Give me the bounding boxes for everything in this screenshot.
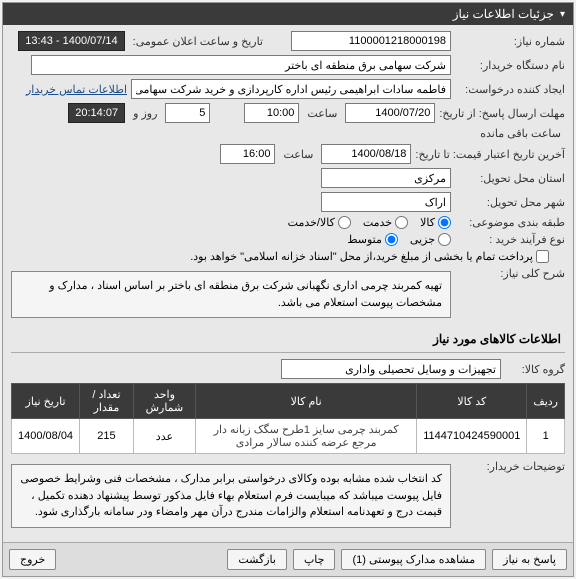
attachments-button[interactable]: مشاهده مدارک پیوستی (1) <box>341 549 486 570</box>
cat-goods-radio[interactable]: کالا <box>420 216 451 229</box>
hour-label-2: ساعت <box>279 148 317 161</box>
announce-value: 1400/07/14 - 13:43 <box>18 31 124 51</box>
cat-service-input[interactable] <box>395 216 408 229</box>
purchase-type-radio-group: جزیی متوسط <box>347 233 451 246</box>
city-label: شهر محل تحویل: <box>455 196 565 209</box>
validity-hour-input[interactable] <box>220 144 275 164</box>
th-code: کد کالا <box>417 384 527 419</box>
table-header-row: ردیف کد کالا نام کالا واحد شمارش تعداد /… <box>12 384 565 419</box>
requester-input[interactable] <box>131 79 451 99</box>
city-input[interactable] <box>321 192 451 212</box>
items-table: ردیف کد کالا نام کالا واحد شمارش تعداد /… <box>11 383 565 454</box>
cat-goods-service-radio[interactable]: کالا/خدمت <box>288 216 351 229</box>
pt-small-radio[interactable]: جزیی <box>410 233 451 246</box>
overview-label: شرح کلی نیاز: <box>455 267 565 280</box>
category-label: طبقه بندی موضوعی: <box>455 216 565 229</box>
goods-group-label: گروه کالا: <box>505 363 565 376</box>
day-and-label: روز و <box>129 107 161 120</box>
th-qty: تعداد / مقدار <box>80 384 134 419</box>
cat-goods-service-input[interactable] <box>338 216 351 229</box>
buyer-notes-label: توضیحات خریدار: <box>455 460 565 473</box>
need-no-input[interactable] <box>291 31 451 51</box>
cell-code: 1144710424590001 <box>417 419 527 454</box>
exit-button[interactable]: خروج <box>9 549 56 570</box>
province-label: استان محل تحویل: <box>455 172 565 185</box>
need-details-panel: ▾ جزئیات اطلاعات نیاز شماره نیاز: تاریخ … <box>2 2 574 577</box>
button-bar: پاسخ به نیاز مشاهده مدارک پیوستی (1) چاپ… <box>3 542 573 576</box>
validity-label: آخرین تاریخ اعتبار قیمت: تا تاریخ: <box>415 148 565 161</box>
announce-label: تاریخ و ساعت اعلان عمومی: <box>129 35 267 48</box>
th-row: ردیف <box>527 384 565 419</box>
goods-group-input[interactable] <box>281 359 501 379</box>
table-row[interactable]: 1 1144710424590001 کمربند چرمی سایز 1طرح… <box>12 419 565 454</box>
pt-medium-label: متوسط <box>347 233 382 246</box>
cell-date: 1400/08/04 <box>12 419 80 454</box>
th-unit: واحد شمارش <box>133 384 195 419</box>
deadline-label: مهلت ارسال پاسخ: از تاریخ: <box>439 107 565 120</box>
deadline-date-input[interactable] <box>345 103 435 123</box>
print-button[interactable]: چاپ <box>293 549 336 570</box>
panel-header[interactable]: ▾ جزئیات اطلاعات نیاز <box>3 3 573 25</box>
need-no-label: شماره نیاز: <box>455 35 565 48</box>
pt-note-check[interactable]: پرداخت تمام یا بخشی از مبلغ خرید،از محل … <box>190 250 549 263</box>
pt-note-checkbox[interactable] <box>536 250 549 263</box>
buyer-notes-text: کد انتخاب شده مشابه بوده وکالای درخواستی… <box>20 473 442 518</box>
pt-medium-input[interactable] <box>385 233 398 246</box>
cat-goods-input[interactable] <box>438 216 451 229</box>
cell-unit: عدد <box>133 419 195 454</box>
buyer-contact-link[interactable]: اطلاعات تماس خریدار <box>26 83 127 96</box>
cat-service-radio[interactable]: خدمت <box>363 216 408 229</box>
buyer-notes-box: کد انتخاب شده مشابه بوده وکالای درخواستی… <box>11 464 451 528</box>
th-date: تاریخ نیاز <box>12 384 80 419</box>
chevron-down-icon: ▾ <box>560 9 565 20</box>
days-input[interactable] <box>165 103 210 123</box>
pt-medium-radio[interactable]: متوسط <box>347 233 398 246</box>
requester-label: ایجاد کننده درخواست: <box>455 83 565 96</box>
purchase-type-label: نوع فرآیند خرید : <box>455 233 565 246</box>
back-button[interactable]: بازگشت <box>227 549 287 570</box>
items-section-title: اطلاعات کالاهای مورد نیاز <box>11 326 565 353</box>
pt-small-input[interactable] <box>438 233 451 246</box>
buyer-name-input[interactable] <box>31 55 451 75</box>
cell-row: 1 <box>527 419 565 454</box>
pt-small-label: جزیی <box>410 233 435 246</box>
reply-button[interactable]: پاسخ به نیاز <box>492 549 567 570</box>
remaining-time: 20:14:07 <box>68 103 125 123</box>
cell-name: کمربند چرمی سایز 1طرح سگک زبانه دار مرجع… <box>196 419 417 454</box>
panel-title: جزئیات اطلاعات نیاز <box>453 7 554 21</box>
cat-goods-label: کالا <box>420 216 435 229</box>
overview-text: تهیه کمربند چرمی اداری نگهبانی شرکت برق … <box>49 280 442 309</box>
panel-body: شماره نیاز: تاریخ و ساعت اعلان عمومی: 14… <box>3 25 573 542</box>
category-radio-group: کالا خدمت کالا/خدمت <box>288 216 451 229</box>
cell-qty: 215 <box>80 419 134 454</box>
overview-box: تهیه کمربند چرمی اداری نگهبانی شرکت برق … <box>11 271 451 318</box>
th-name: نام کالا <box>196 384 417 419</box>
pt-note-label: پرداخت تمام یا بخشی از مبلغ خرید،از محل … <box>190 250 533 263</box>
remaining-label: ساعت باقی مانده <box>476 127 565 140</box>
cat-service-label: خدمت <box>363 216 392 229</box>
province-input[interactable] <box>321 168 451 188</box>
buyer-name-label: نام دستگاه خریدار: <box>455 59 565 72</box>
validity-date-input[interactable] <box>321 144 411 164</box>
deadline-hour-input[interactable] <box>244 103 299 123</box>
hour-label-1: ساعت <box>303 107 341 120</box>
cat-goods-service-label: کالا/خدمت <box>288 216 335 229</box>
